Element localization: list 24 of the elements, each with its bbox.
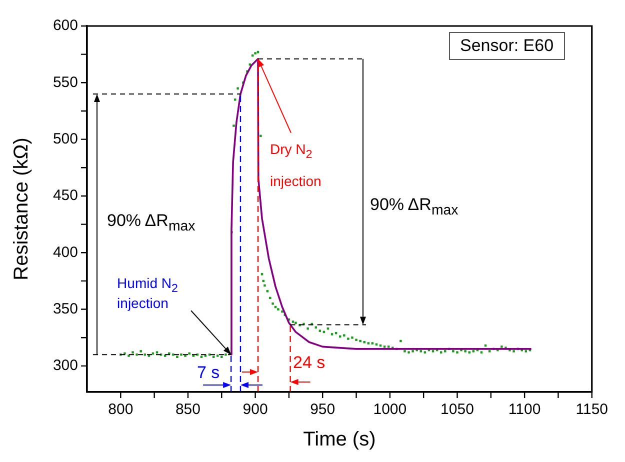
y-tick-label: 450 (52, 187, 78, 204)
y-tick-label: 300 (52, 357, 78, 374)
annotation: 7 s (197, 363, 220, 383)
x-tick-label: 1100 (508, 401, 541, 418)
annotation: 90% ΔR$_{max}$ (107, 211, 196, 235)
annotation: 24 s (293, 353, 326, 373)
x-tick-label: 1050 (440, 401, 474, 418)
x-tick-label: 1000 (373, 401, 407, 418)
x-tick-label: 1150 (576, 401, 608, 418)
y-tick-label: 500 (52, 130, 78, 148)
y-axis-title: Resistance (kΩ) (10, 138, 33, 280)
annotation: Dry N$_{2}$ injection (270, 140, 322, 192)
y-tick-label: 550 (52, 74, 78, 91)
x-tick-label: 800 (108, 401, 134, 418)
annotation: 90% ΔR$_{max}$ (370, 195, 458, 219)
annotation: Sensor: E60 (449, 32, 565, 60)
y-tick-label: 350 (52, 300, 78, 318)
y-tick-label: 600 (52, 17, 78, 34)
x-tick-label: 950 (310, 401, 336, 418)
x-tick-label: 850 (175, 401, 200, 418)
x-tick-label: 900 (242, 401, 268, 418)
annotation: Humid N$_{2}$ injection (117, 274, 179, 311)
x-axis-title: Time (s) (303, 428, 376, 451)
y-tick-label: 400 (52, 244, 78, 261)
